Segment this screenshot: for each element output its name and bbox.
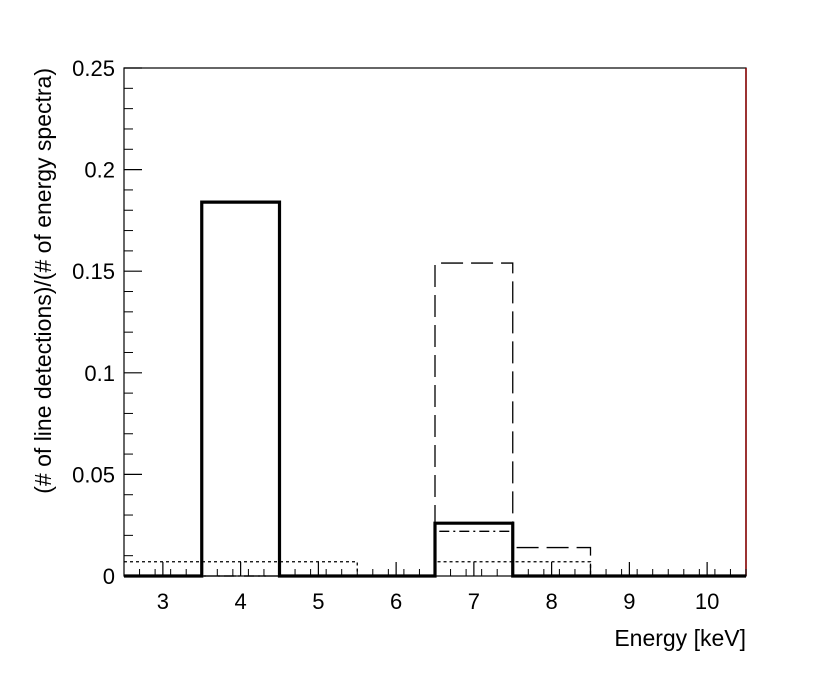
y-tick-label: 0.15 [72, 259, 115, 284]
x-tick-label: 4 [235, 589, 247, 614]
x-axis-title: Energy [keV] [614, 625, 746, 651]
x-tick-label: 5 [312, 589, 324, 614]
series-layer [124, 200, 746, 578]
x-tick-label: 10 [695, 589, 719, 614]
x-tick-label: 6 [390, 589, 402, 614]
x-tick-label: 9 [623, 589, 635, 614]
axes: 3 4 5 6 7 8 9 10 0 0.05 0.1 0.15 0.2 0.25 [72, 56, 747, 614]
y-tick-label: 0.2 [84, 158, 115, 183]
y-tick-label: 0.05 [72, 462, 115, 487]
y-tick-label: 0.25 [72, 56, 115, 81]
x-tick-label: 7 [468, 589, 480, 614]
plot-border [123, 67, 747, 577]
x-tick-label: 3 [157, 589, 169, 614]
y-axis-title: (# of line detections)/(# of energy spec… [30, 68, 56, 494]
plot-frame [123, 67, 747, 577]
y-tick-label: 0.1 [84, 361, 115, 386]
series-long-dash-line [124, 262, 746, 577]
x-tick-label: 8 [546, 589, 558, 614]
y-tick-label: 0 [103, 564, 115, 589]
